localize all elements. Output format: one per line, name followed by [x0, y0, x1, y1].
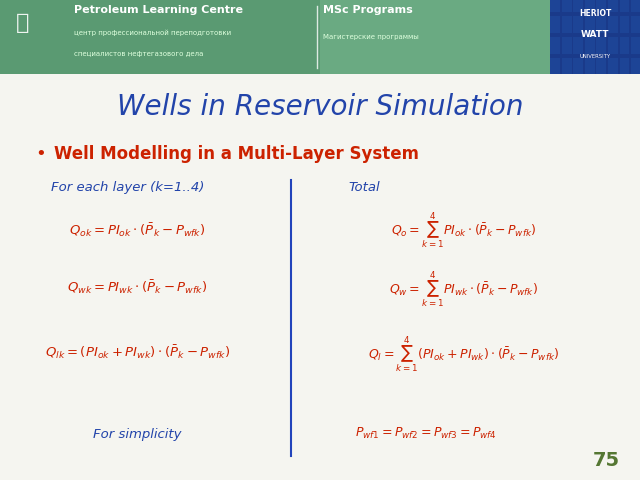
- Bar: [608, 16, 618, 33]
- Text: For simplicity: For simplicity: [93, 429, 182, 442]
- Text: Petroleum Learning Centre: Petroleum Learning Centre: [74, 5, 243, 15]
- Text: •: •: [35, 145, 46, 163]
- Bar: [573, 0, 583, 12]
- Bar: [631, 58, 640, 74]
- Text: HERIOT: HERIOT: [579, 9, 611, 18]
- Bar: [320, 0, 550, 74]
- Bar: [585, 0, 595, 12]
- Bar: [620, 0, 629, 12]
- Bar: [562, 16, 572, 33]
- Text: $Q_{lk} = (PI_{ok} + PI_{wk}) \cdot (\bar{P}_k - P_{wfk})$: $Q_{lk} = (PI_{ok} + PI_{wk}) \cdot (\ba…: [45, 343, 230, 361]
- Text: Wells in Reservoir Simulation: Wells in Reservoir Simulation: [116, 93, 524, 120]
- Text: специалистов нефтегазового дела: специалистов нефтегазового дела: [74, 50, 203, 57]
- Text: Магистерские программы: Магистерские программы: [323, 34, 419, 40]
- Bar: [608, 0, 618, 12]
- Bar: [550, 0, 640, 74]
- Bar: [608, 37, 618, 54]
- Text: 75: 75: [593, 451, 620, 470]
- Text: $Q_{ok} = PI_{ok} \cdot (\bar{P}_k - P_{wfk})$: $Q_{ok} = PI_{ok} \cdot (\bar{P}_k - P_{…: [69, 222, 206, 240]
- Bar: [573, 16, 583, 33]
- Text: Total: Total: [349, 180, 380, 193]
- Bar: [596, 0, 606, 12]
- Text: WATT: WATT: [581, 30, 609, 39]
- Bar: [608, 58, 618, 74]
- Text: UNIVERSITY: UNIVERSITY: [580, 54, 611, 59]
- Bar: [562, 0, 572, 12]
- Bar: [585, 16, 595, 33]
- Bar: [562, 37, 572, 54]
- Text: For each layer (k=1..4): For each layer (k=1..4): [51, 180, 205, 193]
- Bar: [596, 16, 606, 33]
- Bar: [631, 0, 640, 12]
- Bar: [573, 58, 583, 74]
- Bar: [550, 58, 560, 74]
- Text: $Q_w = \sum_{k=1}^{4} PI_{wk} \cdot (\bar{P}_k - P_{wfk})$: $Q_w = \sum_{k=1}^{4} PI_{wk} \cdot (\ba…: [390, 270, 538, 311]
- Bar: [0, 0, 320, 74]
- Bar: [550, 0, 560, 12]
- Bar: [550, 16, 560, 33]
- Text: 🎓: 🎓: [16, 13, 29, 34]
- Bar: [631, 37, 640, 54]
- Text: $Q_o = \sum_{k=1}^{4} PI_{ok} \cdot (\bar{P}_k - P_{wfk})$: $Q_o = \sum_{k=1}^{4} PI_{ok} \cdot (\ba…: [391, 210, 537, 251]
- Bar: [585, 58, 595, 74]
- Bar: [596, 37, 606, 54]
- Bar: [573, 37, 583, 54]
- Bar: [585, 37, 595, 54]
- Bar: [620, 58, 629, 74]
- Bar: [620, 16, 629, 33]
- Bar: [562, 58, 572, 74]
- Bar: [596, 58, 606, 74]
- Text: MSc Programs: MSc Programs: [323, 5, 413, 15]
- Bar: [550, 37, 560, 54]
- Bar: [620, 37, 629, 54]
- Text: центр профессиональной переподготовки: центр профессиональной переподготовки: [74, 30, 231, 36]
- Bar: [631, 16, 640, 33]
- Text: $P_{wf1} = P_{wf2} = P_{wf3} = P_{wf4}$: $P_{wf1} = P_{wf2} = P_{wf3} = P_{wf4}$: [355, 426, 497, 442]
- Text: $Q_l = \sum_{k=1}^{4} (PI_{ok} + PI_{wk}) \cdot (\bar{P}_k - P_{wfk})$: $Q_l = \sum_{k=1}^{4} (PI_{ok} + PI_{wk}…: [368, 335, 560, 375]
- Text: Well Modelling in a Multi-Layer System: Well Modelling in a Multi-Layer System: [54, 145, 419, 163]
- Text: $Q_{wk} = PI_{wk} \cdot (\bar{P}_k - P_{wfk})$: $Q_{wk} = PI_{wk} \cdot (\bar{P}_k - P_{…: [67, 278, 208, 296]
